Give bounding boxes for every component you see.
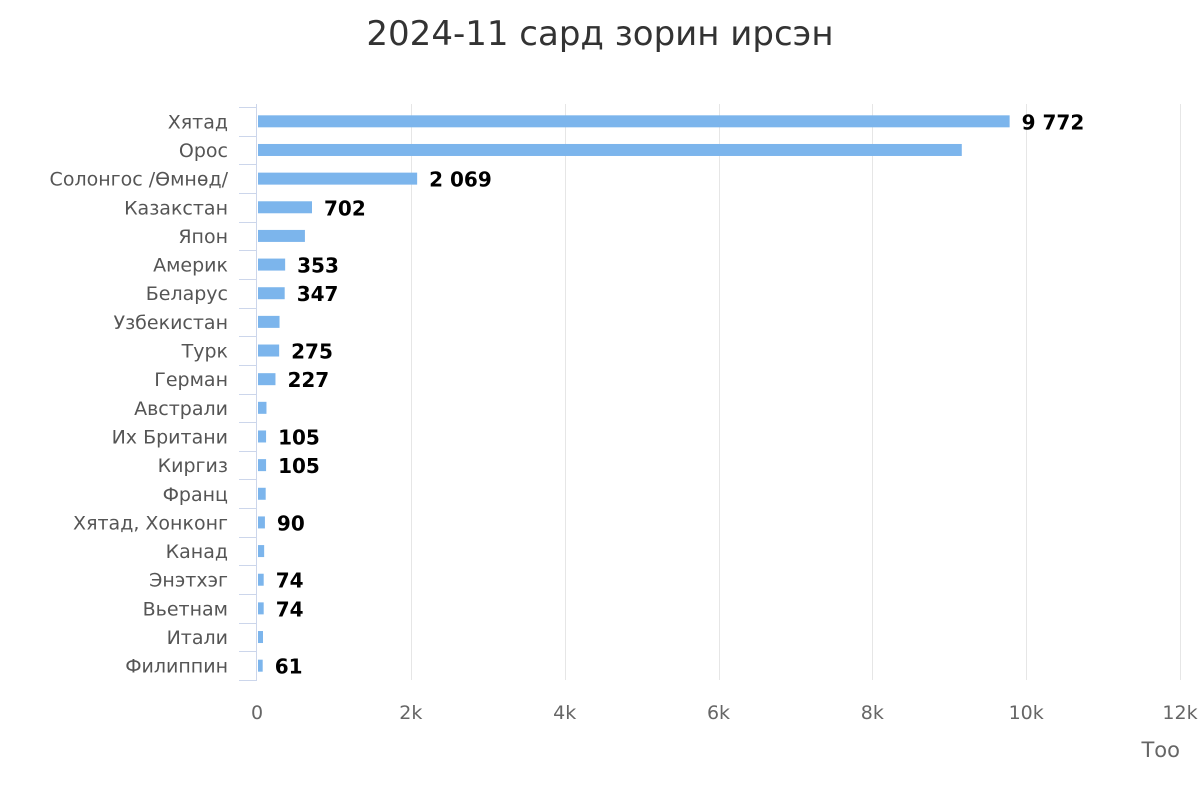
- bar: [258, 430, 267, 443]
- bar: [258, 631, 263, 644]
- bar: [258, 516, 265, 529]
- x-tick-label: 0: [251, 702, 263, 724]
- bar: [258, 373, 276, 386]
- category-label: Канад: [166, 541, 228, 563]
- bar: [258, 258, 286, 271]
- bar: [258, 545, 265, 558]
- data-label: 347: [297, 282, 339, 306]
- x-tick-label: 12k: [1162, 702, 1197, 724]
- x-tick-label: 8k: [861, 702, 884, 724]
- category-label: Солонгос /Өмнөд/: [50, 169, 229, 191]
- x-axis-title: Тоо: [1140, 738, 1180, 762]
- data-label: 275: [291, 340, 333, 364]
- bar: [258, 315, 280, 328]
- bar: [258, 201, 312, 214]
- data-label: 105: [278, 425, 320, 449]
- category-label: Итали: [167, 627, 228, 649]
- category-label: Орос: [179, 140, 228, 162]
- data-label: 90: [277, 511, 305, 535]
- data-label: 2 069: [429, 168, 492, 192]
- category-label: Америк: [153, 255, 228, 277]
- data-label: 74: [276, 597, 304, 621]
- chart-title: 2024-11 сард зорин ирсэн: [366, 14, 834, 54]
- bar: [258, 401, 267, 414]
- bar: [258, 115, 1010, 128]
- bar: [258, 287, 285, 300]
- x-tick-label: 2k: [399, 702, 422, 724]
- bar: [258, 143, 962, 156]
- category-label: Энэтхэг: [149, 570, 228, 592]
- category-label: Филиппин: [125, 656, 228, 678]
- category-label: Беларус: [146, 283, 228, 305]
- category-label: Франц: [163, 484, 228, 506]
- data-label: 227: [287, 368, 329, 392]
- category-label: Их Британи: [112, 426, 228, 448]
- bar: [258, 229, 305, 242]
- category-label: Киргиз: [158, 455, 228, 477]
- x-tick-label: 4k: [553, 702, 576, 724]
- bar: [258, 487, 266, 500]
- category-label: Казакстан: [124, 197, 228, 219]
- category-label: Турк: [181, 341, 228, 363]
- category-label: Узбекистан: [114, 312, 229, 334]
- category-label: Вьетнам: [143, 598, 228, 620]
- data-label: 74: [276, 569, 304, 593]
- bar: [258, 602, 264, 615]
- data-label: 353: [297, 254, 339, 278]
- bar: [258, 659, 263, 672]
- bar: [258, 459, 267, 472]
- category-label: Герман: [154, 369, 228, 391]
- data-label: 105: [278, 454, 320, 478]
- category-label: Австрали: [134, 398, 228, 420]
- category-label: Хятад, Хонконг: [73, 512, 228, 534]
- data-label: 9 772: [1022, 110, 1085, 134]
- data-label: 61: [275, 655, 303, 679]
- x-tick-label: 10k: [1009, 702, 1044, 724]
- category-label: Хятад: [168, 111, 228, 133]
- x-tick-label: 6k: [707, 702, 730, 724]
- bar: [258, 172, 418, 185]
- bar: [258, 573, 264, 586]
- category-label: Япон: [178, 226, 228, 248]
- bar: [258, 344, 280, 357]
- data-label: 702: [324, 196, 366, 220]
